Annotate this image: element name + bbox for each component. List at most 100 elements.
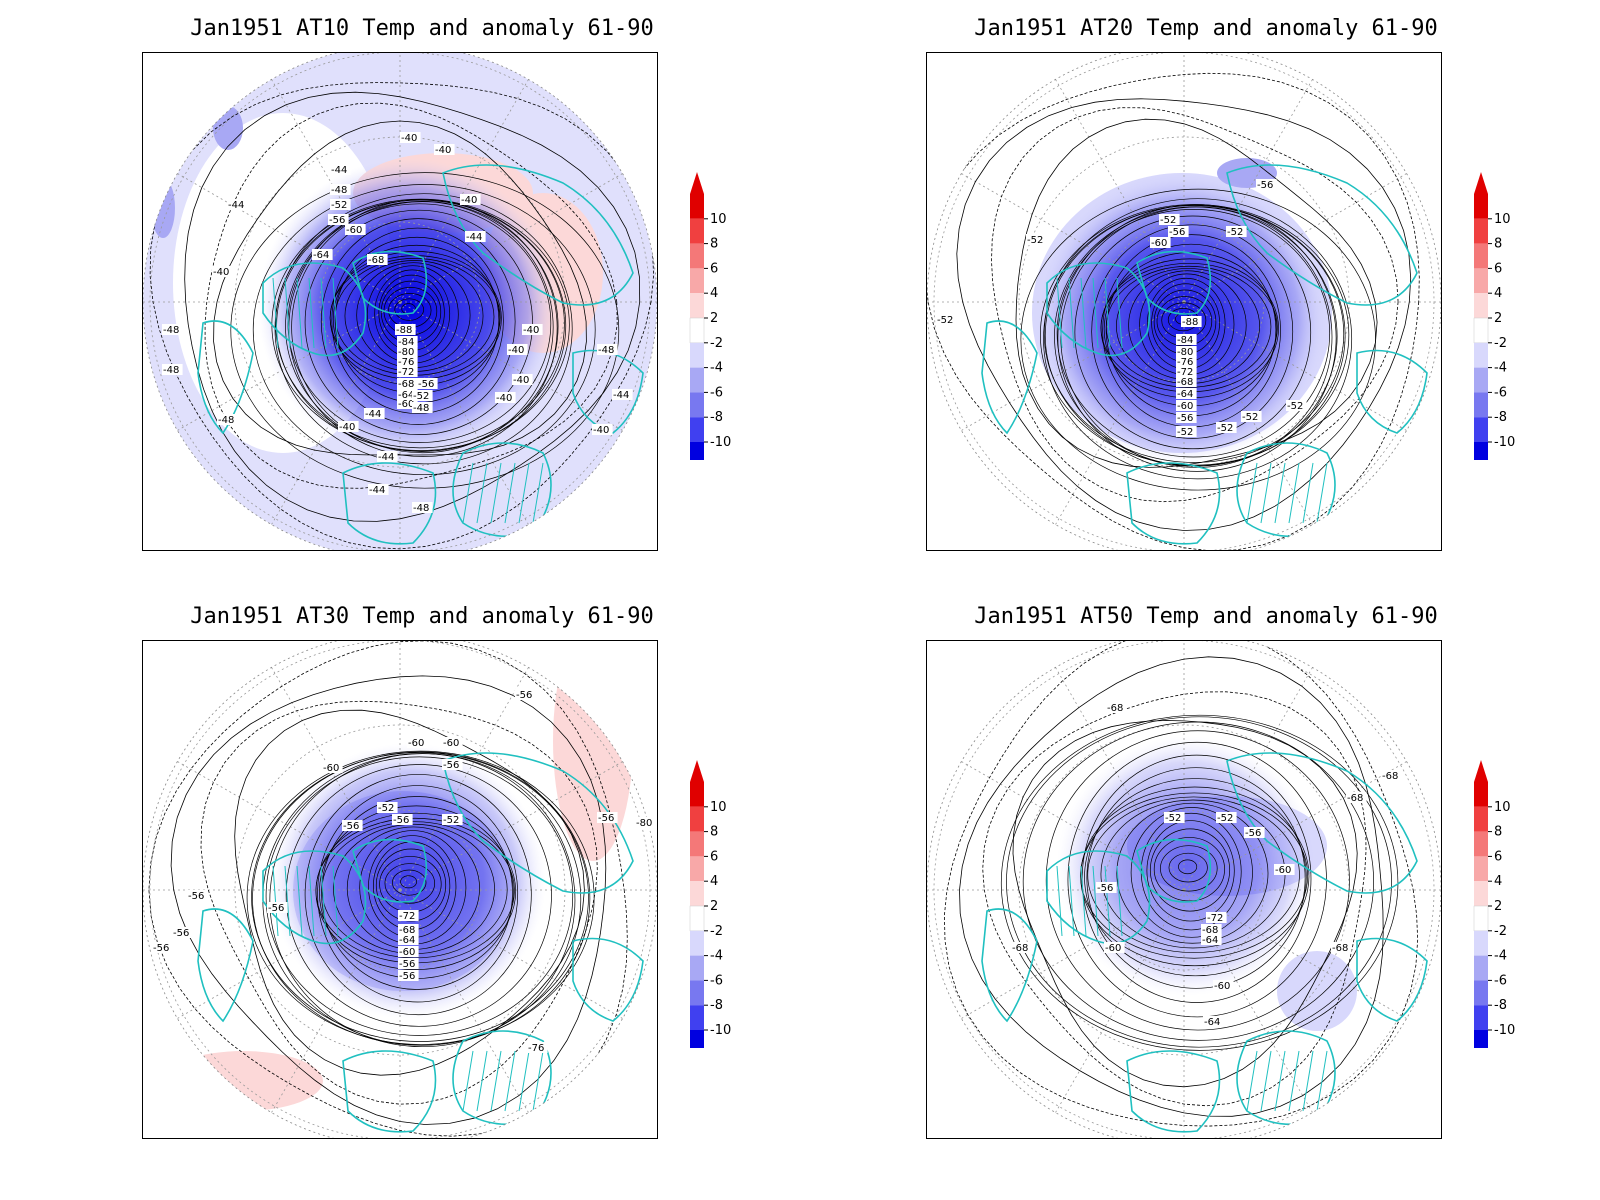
colorbar-segment: [690, 392, 704, 418]
colorbar-label: -6: [1494, 385, 1507, 400]
contour-label: -56: [399, 959, 415, 970]
contour-label: -64: [1202, 935, 1218, 946]
contour-label: -60: [1275, 865, 1291, 876]
colorbar-segment: [1474, 831, 1488, 857]
isotherm-contour: [252, 184, 596, 476]
colorbar-label: -2: [710, 336, 723, 351]
anomaly-negative-area: [1277, 951, 1357, 1031]
contour-label: -40: [593, 425, 609, 436]
contour-label: -52: [1027, 235, 1043, 246]
colorbar-segment: [1474, 930, 1488, 956]
coastline: [1136, 838, 1212, 903]
colorbar-segment: [1474, 856, 1488, 882]
colorbar-segment: [1474, 268, 1488, 294]
border-line: [1104, 277, 1111, 349]
isotherm-contour: [1045, 730, 1350, 1031]
isotherm-contour: [251, 752, 589, 1042]
colorbar-label: -8: [1494, 998, 1507, 1013]
contour-label: -76: [1177, 357, 1193, 368]
colorbar-svg: 10 8 6 4 2 -2 -4 -6 -8 -10: [1473, 760, 1515, 1048]
colorbar-label: -8: [1494, 410, 1507, 425]
border-line: [1260, 1050, 1272, 1112]
colorbar-svg: 10 8 6 4 2 -2 -4 -6 -8 -10: [689, 760, 731, 1048]
contour-label: -76: [528, 1043, 544, 1054]
map-svg: -56-60 -60-60 -56-52-56 -52-56-56-56-56-56-…: [143, 641, 657, 1138]
colorbar-segment: [690, 293, 704, 318]
coastline: [262, 262, 367, 357]
contour-label: -72: [1207, 913, 1223, 924]
colorbar-segment: [1474, 218, 1488, 244]
colorbar-label: 10: [710, 800, 727, 815]
contour-label: -40: [339, 422, 355, 433]
border-line: [1288, 462, 1300, 524]
contour-label: -72: [1177, 367, 1193, 378]
contour-label: -64: [398, 390, 414, 401]
isotherm-contour: [321, 796, 513, 990]
border-line: [284, 277, 291, 349]
colorbar-label: 6: [710, 849, 718, 864]
colorbar-segment: [690, 955, 704, 981]
contour-label: -56: [598, 813, 614, 824]
colorbar-segment: [1474, 243, 1488, 269]
colorbar-label: 8: [1494, 237, 1502, 252]
contour-label: -40: [508, 345, 524, 356]
anomaly-positive-area: [163, 1051, 323, 1111]
contour-label: -40: [435, 145, 451, 156]
colorbar-label: 4: [1494, 286, 1502, 301]
border-line: [1274, 462, 1286, 524]
isotherm-contour: [200, 700, 598, 1105]
contour-label: -60: [323, 763, 339, 774]
coastline: [342, 462, 437, 545]
border-line: [1116, 277, 1123, 349]
contour-label: -56: [188, 891, 204, 902]
map-svg: -68-68-68-52 -52-56-60-56-68-72-68-60-64-…: [927, 641, 1441, 1138]
isotherm-contour: [170, 675, 607, 1125]
colorbar-segment: [690, 367, 704, 393]
isotherm-contour: [375, 848, 447, 922]
colorbar-label: -2: [1494, 924, 1507, 939]
contour-label: -72: [399, 911, 415, 922]
isotherm-contour: [315, 812, 517, 970]
colorbar-label: -8: [710, 410, 723, 425]
border-line: [1246, 462, 1258, 524]
colorbar-segment: [1474, 342, 1488, 368]
contour-label: -60: [399, 947, 415, 958]
coastline: [1356, 349, 1428, 434]
coastline: [981, 320, 1038, 435]
contour-label: -40: [401, 133, 417, 144]
contour-label: -52: [1242, 412, 1258, 423]
coastline: [352, 250, 428, 315]
colorbar-arrow-top: [1474, 172, 1488, 194]
colorbar-segment: [1474, 806, 1488, 832]
border-line: [518, 1050, 530, 1112]
border-line: [490, 1050, 502, 1112]
colorbar-label: -4: [1494, 949, 1507, 964]
contour-label: -44: [613, 390, 629, 401]
contour-label: -52: [331, 200, 347, 211]
contour-label: -68: [1177, 377, 1193, 388]
colorbar-label: 2: [710, 311, 718, 326]
contour-label: -68: [368, 255, 384, 266]
contour-label: -52: [1177, 427, 1193, 438]
border-line: [308, 865, 315, 937]
colorbar-arrow-top: [1474, 760, 1488, 782]
border-line: [1316, 1050, 1328, 1112]
contour-label: -40: [523, 325, 539, 336]
border-line: [504, 1050, 516, 1112]
colorbar-segment: [690, 417, 704, 442]
colorbar-at10: 10 8 6 4 2 -2 -4 -6 -8 -10: [688, 170, 778, 460]
colorbar-label: -4: [1494, 361, 1507, 376]
contour-label: -60: [443, 738, 459, 749]
colorbar-segment: [1474, 980, 1488, 1006]
isotherm-contour: [1116, 802, 1269, 944]
contour-label: -56: [1169, 227, 1185, 238]
colorbar-segment: [690, 881, 704, 906]
colorbar-label: -10: [710, 1023, 731, 1038]
colorbar-segment: [1473, 905, 1489, 932]
panel-at20: Jan1951 AT20 Temp and anomaly 61-90 -56-…: [926, 16, 1486, 576]
isotherm-contour: [1130, 807, 1253, 938]
contour-label: -84: [1177, 335, 1193, 346]
isotherm-contour: [400, 875, 417, 889]
border-line: [462, 1050, 474, 1112]
coastline: [1126, 462, 1221, 545]
